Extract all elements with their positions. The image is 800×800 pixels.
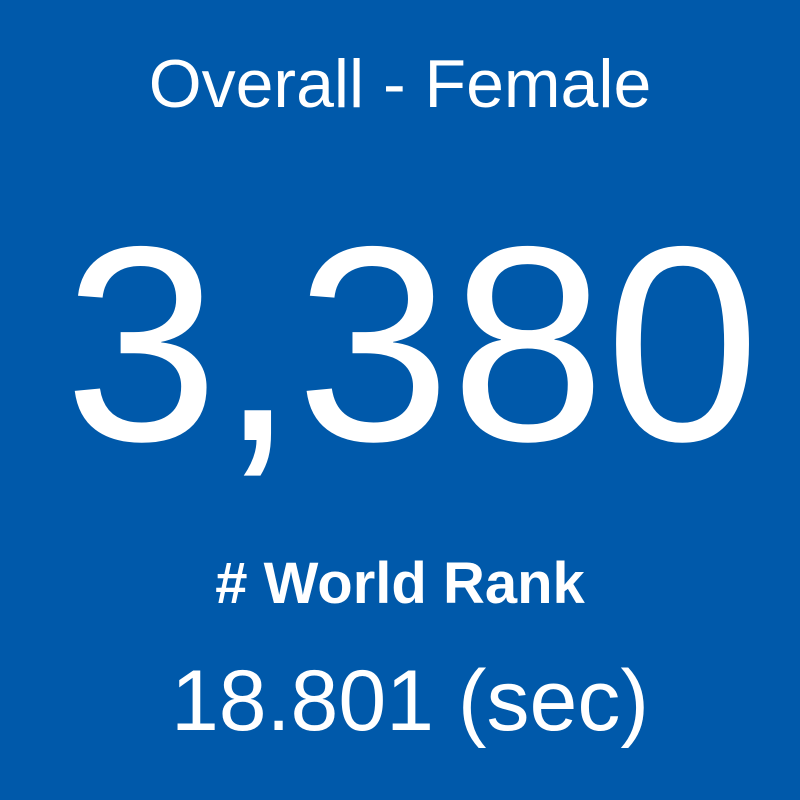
category: Overall - Female	[149, 46, 652, 122]
rank-label: # World Rank	[215, 551, 585, 616]
time: 18.801 (sec)	[171, 653, 649, 749]
rank-value: 3,380	[64, 188, 760, 499]
